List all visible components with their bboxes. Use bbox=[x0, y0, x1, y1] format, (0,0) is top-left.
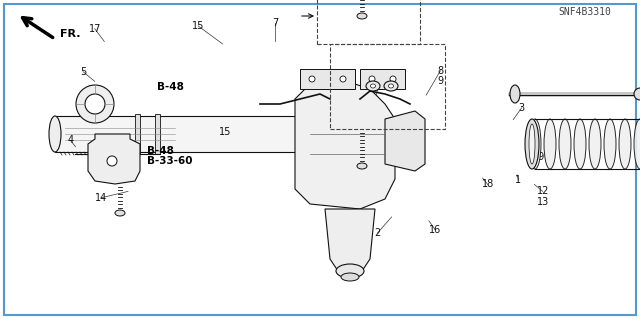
Text: 4: 4 bbox=[67, 135, 74, 145]
Ellipse shape bbox=[85, 94, 105, 114]
Ellipse shape bbox=[634, 119, 640, 169]
Ellipse shape bbox=[107, 156, 117, 166]
Text: 7: 7 bbox=[272, 18, 278, 28]
Ellipse shape bbox=[529, 119, 541, 169]
Polygon shape bbox=[88, 134, 140, 184]
Ellipse shape bbox=[634, 88, 640, 100]
Text: FR.: FR. bbox=[60, 29, 81, 39]
Ellipse shape bbox=[529, 124, 535, 164]
Ellipse shape bbox=[76, 85, 114, 123]
Text: SNF4B3310: SNF4B3310 bbox=[559, 7, 611, 17]
Polygon shape bbox=[325, 209, 375, 274]
Ellipse shape bbox=[357, 163, 367, 169]
Polygon shape bbox=[385, 111, 425, 171]
Ellipse shape bbox=[336, 264, 364, 278]
Text: 19: 19 bbox=[533, 152, 546, 162]
Text: 15: 15 bbox=[192, 21, 205, 31]
Text: 3: 3 bbox=[518, 103, 525, 113]
Text: 13: 13 bbox=[536, 197, 549, 207]
Ellipse shape bbox=[619, 119, 631, 169]
Ellipse shape bbox=[369, 76, 375, 82]
Text: 18: 18 bbox=[481, 179, 494, 189]
Ellipse shape bbox=[388, 84, 394, 88]
Text: 2: 2 bbox=[374, 228, 381, 238]
Bar bbox=[135, 114, 140, 154]
Text: 9: 9 bbox=[437, 76, 444, 86]
Ellipse shape bbox=[574, 119, 586, 169]
Text: B-48: B-48 bbox=[147, 145, 174, 156]
Ellipse shape bbox=[589, 119, 601, 169]
Ellipse shape bbox=[366, 81, 380, 91]
Ellipse shape bbox=[510, 85, 520, 103]
Ellipse shape bbox=[384, 81, 398, 91]
Text: 10: 10 bbox=[360, 183, 373, 193]
Ellipse shape bbox=[525, 119, 539, 169]
Ellipse shape bbox=[371, 84, 376, 88]
Text: 11: 11 bbox=[328, 135, 341, 145]
Bar bbox=[300, 69, 355, 89]
Ellipse shape bbox=[309, 76, 315, 82]
Text: B-48: B-48 bbox=[157, 82, 184, 92]
Text: 8: 8 bbox=[437, 66, 444, 76]
Ellipse shape bbox=[559, 119, 571, 169]
Text: B-33-60: B-33-60 bbox=[147, 156, 193, 166]
Ellipse shape bbox=[341, 273, 359, 281]
Bar bbox=[360, 69, 405, 89]
Ellipse shape bbox=[49, 116, 61, 152]
Ellipse shape bbox=[115, 210, 125, 216]
Polygon shape bbox=[295, 79, 395, 209]
Text: 5: 5 bbox=[80, 67, 86, 77]
Text: 6: 6 bbox=[378, 71, 384, 81]
Ellipse shape bbox=[604, 119, 616, 169]
Bar bbox=[317, 0, 420, 44]
Ellipse shape bbox=[390, 76, 396, 82]
Text: 15: 15 bbox=[219, 127, 232, 137]
Ellipse shape bbox=[357, 13, 367, 19]
Text: 14: 14 bbox=[95, 193, 108, 203]
Text: 17: 17 bbox=[88, 24, 101, 34]
Bar bbox=[330, 44, 445, 129]
Ellipse shape bbox=[544, 119, 556, 169]
Bar bbox=[55, 116, 308, 152]
Bar bbox=[155, 114, 160, 154]
Text: 12: 12 bbox=[536, 186, 549, 197]
Text: 1: 1 bbox=[515, 175, 522, 185]
Ellipse shape bbox=[340, 76, 346, 82]
Text: 16: 16 bbox=[429, 225, 442, 235]
